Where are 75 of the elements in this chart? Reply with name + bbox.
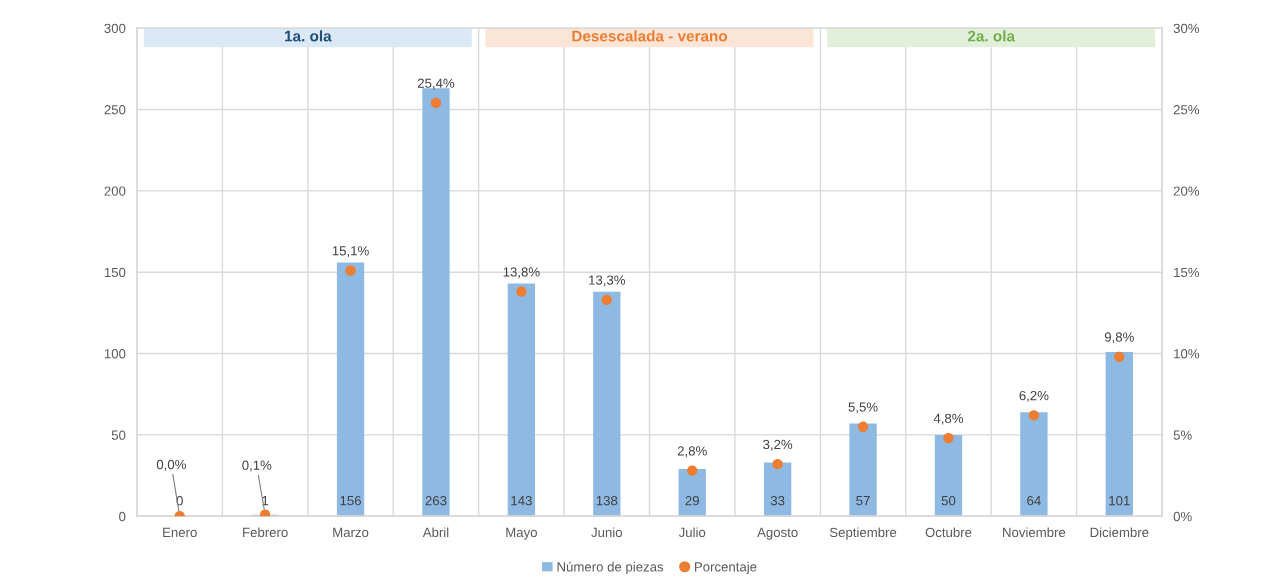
y2-tick-label: 25%: [1173, 105, 1200, 115]
bar: [593, 291, 621, 517]
bar: [422, 88, 450, 517]
y2-tick-label: 5%: [1173, 430, 1192, 440]
point: [430, 97, 442, 109]
x-tick-label: Abril: [422, 527, 449, 538]
data-label: 15,1%: [332, 246, 369, 258]
annotation: 1a. ola: [285, 30, 332, 42]
bar: [934, 434, 963, 517]
data-label: 138: [596, 495, 618, 506]
y2-tick-label: 15%: [1174, 267, 1200, 278]
data-label: 0,1%: [242, 460, 272, 472]
x-tick-label: Junio: [591, 527, 623, 538]
data-label: 0,0%: [156, 459, 186, 471]
point: [1028, 410, 1040, 421]
data-label: 9,8%: [1104, 332, 1134, 344]
bar: [849, 423, 877, 517]
data-label: 13,3%: [589, 275, 626, 287]
y-tick-label: 150: [104, 267, 126, 278]
data-label: 156: [340, 495, 361, 506]
data-label: 13,8%: [503, 267, 540, 279]
data-label: 57: [856, 496, 870, 506]
data-label: 2,8%: [677, 446, 707, 458]
y-tick-label: 200: [104, 186, 126, 196]
legend-label: Número de piezas: [557, 561, 664, 575]
data-label: 25,4%: [417, 78, 455, 90]
point: [857, 421, 869, 432]
point: [516, 286, 527, 297]
data-label: 64: [1027, 495, 1041, 506]
data-label: 50: [941, 495, 956, 506]
data-label: 1: [262, 496, 269, 506]
x-tick-label: Mayo: [506, 527, 537, 540]
y2-tick-label: 10%: [1174, 349, 1200, 359]
x-tick-label: Octubre: [925, 527, 972, 538]
point: [687, 465, 698, 476]
bar: [336, 262, 365, 517]
bar: [507, 283, 536, 517]
data-label: 29: [685, 495, 699, 506]
data-label: 33: [770, 495, 785, 506]
y2-tick-label: 30%: [1173, 23, 1200, 34]
point: [1114, 351, 1125, 362]
x-tick-label: Agosto: [757, 527, 798, 540]
y-tick-label: 250: [104, 105, 126, 115]
y-tick-label: 0: [119, 511, 126, 522]
x-tick-label: Enero: [163, 527, 197, 538]
x-tick-label: Julio: [678, 527, 706, 538]
y2-tick-label: 20%: [1173, 186, 1200, 196]
x-tick-label: Diciembre: [1090, 527, 1149, 538]
x-tick-label: Marzo: [333, 527, 369, 538]
x-tick-label: Septiembre: [829, 527, 897, 540]
bar: [1020, 412, 1048, 517]
point: [601, 294, 612, 306]
x-tick-label: Noviembre: [1003, 527, 1066, 538]
point: [345, 265, 356, 276]
data-label: 6,2%: [1019, 390, 1049, 402]
data-label: 263: [425, 495, 447, 506]
data-label: 3,2%: [763, 439, 793, 451]
y-tick-label: 50: [111, 430, 126, 440]
data-label: 101: [1109, 495, 1130, 506]
data-label: 4,8%: [933, 413, 964, 425]
data-label: 143: [511, 495, 532, 506]
annotation: Desescalada - verano: [572, 30, 728, 42]
point: [943, 433, 954, 444]
data-label: 5,5%: [848, 402, 878, 414]
data-label: 0: [176, 495, 183, 506]
y2-tick-label: 0%: [1173, 511, 1192, 522]
bar: [1105, 351, 1133, 517]
x-tick-label: Febrero: [243, 527, 288, 538]
legend-label: Porcentaje: [695, 561, 757, 575]
y-tick-label: 300: [104, 23, 126, 34]
annotation: 2a. ola: [967, 30, 1016, 42]
y-tick-label: 100: [104, 349, 126, 359]
bar: [678, 469, 706, 517]
bar: [763, 462, 792, 517]
point: [772, 459, 783, 470]
